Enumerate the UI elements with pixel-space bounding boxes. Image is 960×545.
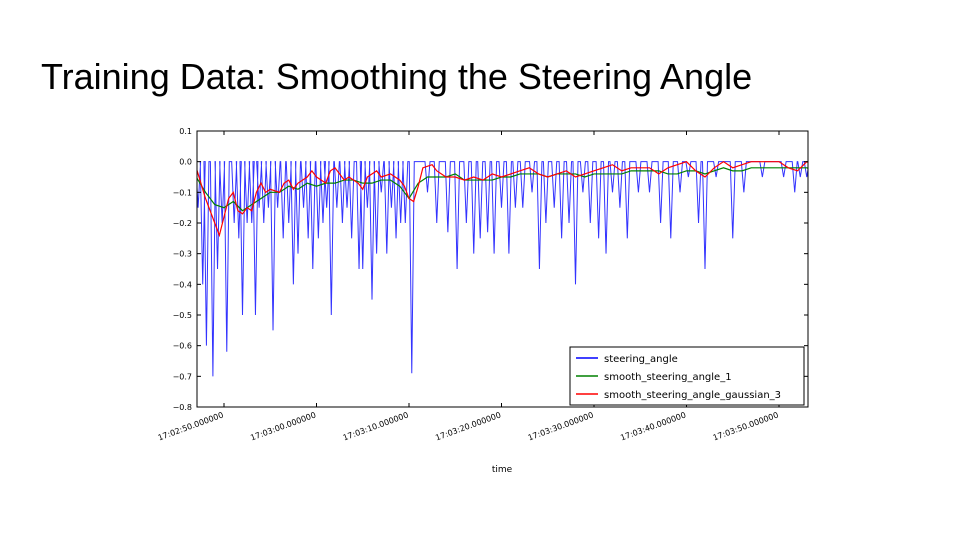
y-tick-label: −0.5 <box>173 311 192 320</box>
y-tick-label: 0.1 <box>179 127 192 136</box>
y-tick-label: 0.0 <box>179 158 192 167</box>
y-tick-label: −0.4 <box>173 280 192 289</box>
x-tick-label: 17:03:20.000000 <box>434 410 502 442</box>
legend-label: smooth_steering_angle_1 <box>604 372 732 383</box>
y-tick-label: −0.1 <box>173 188 192 197</box>
y-tick-label: −0.8 <box>173 403 192 412</box>
x-tick-label: 17:02:50.000000 <box>157 410 225 442</box>
plot-frame <box>196 130 809 408</box>
series-line-smooth-steering-angle-gaussian-3 <box>197 160 808 238</box>
y-tick-label: −0.7 <box>173 372 192 381</box>
series-line-steering-angle <box>197 161 808 377</box>
y-axis: 0.1 0.0 −0.1 −0.2 −0.3 −0.4 −0.5 −0.6 −0.7 −0.8 <box>173 127 808 412</box>
series-layer <box>197 160 808 377</box>
legend-label: smooth_steering_angle_gaussian_3 <box>604 390 781 401</box>
legend-label: steering_angle <box>604 354 678 365</box>
slide-title: Training Data: Smoothing the Steering An… <box>41 56 753 97</box>
x-tick-label: 17:03:40.000000 <box>619 410 687 442</box>
y-tick-label: −0.6 <box>173 342 192 351</box>
x-tick-label: 17:03:00.000000 <box>249 410 317 442</box>
legend: steering_angle smooth_steering_angle_1smo… <box>569 346 805 406</box>
y-tick-label: −0.3 <box>173 250 192 259</box>
y-tick-label: −0.2 <box>173 219 192 228</box>
legend-box <box>569 346 805 406</box>
x-tick-label: 17:03:30.000000 <box>527 410 595 442</box>
series-line-smooth-steering-angle-1 <box>197 167 808 212</box>
x-axis-label: time <box>492 465 513 475</box>
x-tick-label: 17:03:10.000000 <box>342 410 410 442</box>
x-tick-label: 17:03:50.000000 <box>712 410 780 442</box>
